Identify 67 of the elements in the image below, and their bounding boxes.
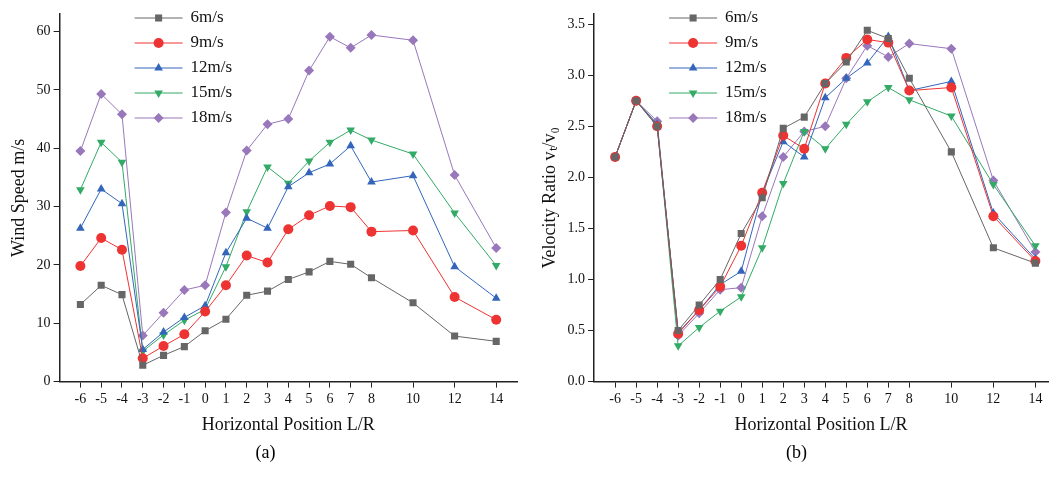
- x-tick-label: -1: [714, 390, 727, 406]
- y-tick-label: 2.5: [567, 117, 586, 133]
- x-tick-label: 4: [284, 390, 292, 406]
- x-tick-label: -2: [693, 390, 706, 406]
- x-axis-title: Horizontal Position L/R: [734, 413, 908, 434]
- x-tick-label: 14: [1028, 390, 1043, 406]
- legend-label: 6m/s: [190, 7, 224, 27]
- x-tick-label: 6: [326, 390, 334, 406]
- x-tick-label: -5: [95, 390, 108, 406]
- x-tick-label: 0: [737, 390, 745, 406]
- x-tick-label: -2: [157, 390, 170, 406]
- y-tick-label: 20: [36, 256, 51, 272]
- x-tick-label: 12: [986, 390, 1001, 406]
- x-tick-label: 8: [367, 390, 375, 406]
- y-tick-label: 40: [36, 139, 51, 155]
- x-tick-label: 5: [842, 390, 850, 406]
- legend-label: 9m/s: [190, 32, 224, 52]
- y-tick-label: 1.5: [567, 220, 586, 236]
- x-tick-label: 2: [779, 390, 787, 406]
- x-tick-label: -4: [651, 390, 663, 406]
- text: (b): [785, 442, 808, 463]
- x-tick-label: 3: [264, 390, 272, 406]
- y-tick-label: 0.5: [567, 322, 586, 338]
- y-tick-label: 1.0: [567, 271, 586, 287]
- x-tick-label: -3: [672, 390, 684, 406]
- y-tick-label: 3.0: [567, 66, 586, 82]
- x-tick-label: 8: [905, 390, 913, 406]
- x-tick-label: -5: [630, 390, 642, 406]
- y-tick-label: 30: [36, 198, 51, 214]
- x-tick-label: 5: [305, 390, 313, 406]
- y-axis-title: Wind Speed m/s: [7, 138, 28, 257]
- y-axis-title: Velocity Ratio vₜ/v₀: [538, 127, 559, 269]
- legend-label: 18m/s: [725, 107, 767, 127]
- x-tick-label: 1: [758, 390, 766, 406]
- x-tick-label: 6: [863, 390, 871, 406]
- y-tick-label: 50: [36, 81, 51, 97]
- x-axis-title: Horizontal Position L/R: [201, 413, 375, 434]
- x-tick-label: -1: [178, 390, 191, 406]
- y-tick-label: 0.0: [567, 373, 586, 389]
- x-tick-label: 3: [800, 390, 808, 406]
- y-tick-label: 60: [36, 23, 51, 39]
- x-tick-label: -6: [74, 390, 87, 406]
- x-tick-label: -6: [609, 390, 621, 406]
- x-tick-label: -4: [116, 390, 128, 406]
- x-tick-label: 7: [884, 390, 892, 406]
- y-tick-label: 3.5: [567, 15, 586, 31]
- y-tick-label: 2.0: [567, 169, 586, 185]
- legend-label: 12m/s: [725, 57, 767, 77]
- x-tick-label: 14: [489, 390, 504, 406]
- x-tick-label: 0: [201, 390, 209, 406]
- x-tick-label: 10: [406, 390, 421, 406]
- y-tick-label: 0: [43, 373, 51, 389]
- legend-label: 9m/s: [725, 32, 759, 52]
- legend-label: 6m/s: [725, 7, 759, 27]
- text: (a): [254, 442, 277, 463]
- y-tick-label: 10: [36, 314, 51, 330]
- x-tick-label: -3: [136, 390, 149, 406]
- x-tick-label: 12: [447, 390, 462, 406]
- legend-label: 15m/s: [725, 82, 767, 102]
- x-tick-label: 2: [243, 390, 251, 406]
- legend-label: 12m/s: [190, 57, 233, 77]
- x-tick-label: 4: [821, 390, 829, 406]
- x-tick-label: 10: [944, 390, 959, 406]
- legend-label: 18m/s: [190, 107, 233, 127]
- legend-label: 15m/s: [190, 82, 233, 102]
- x-tick-label: 7: [347, 390, 355, 406]
- x-tick-label: 1: [222, 390, 230, 406]
